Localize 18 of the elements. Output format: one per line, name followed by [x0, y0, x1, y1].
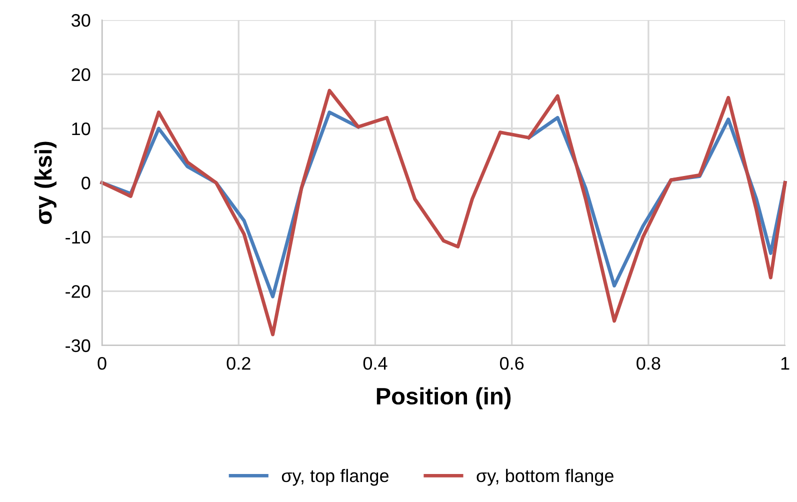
- x-tick-label: 0.4: [363, 356, 388, 370]
- x-tick-label: 0.8: [636, 356, 660, 370]
- line-series: [100, 88, 787, 336]
- x-tick-label: 0: [98, 356, 106, 370]
- x-tick-label: 0.2: [226, 356, 250, 370]
- x-axis-title: Position (in): [376, 387, 511, 410]
- legend-label: σy, top flange: [282, 468, 389, 486]
- x-tick-label: 0.6: [500, 356, 524, 370]
- y-axis-title: σy (ksi): [34, 142, 56, 224]
- y-tick-label: 20: [72, 68, 90, 82]
- y-tick-label: -30: [66, 339, 90, 352]
- legend-label: σy, bottom flange: [476, 468, 614, 486]
- y-tick-label: -20: [66, 285, 90, 298]
- y-tick-label: 0: [82, 176, 90, 190]
- y-tick-label: 10: [72, 122, 90, 136]
- y-tick-label: 30: [72, 14, 90, 27]
- y-tick-label: -10: [66, 230, 90, 244]
- x-tick-label: 1: [781, 357, 790, 370]
